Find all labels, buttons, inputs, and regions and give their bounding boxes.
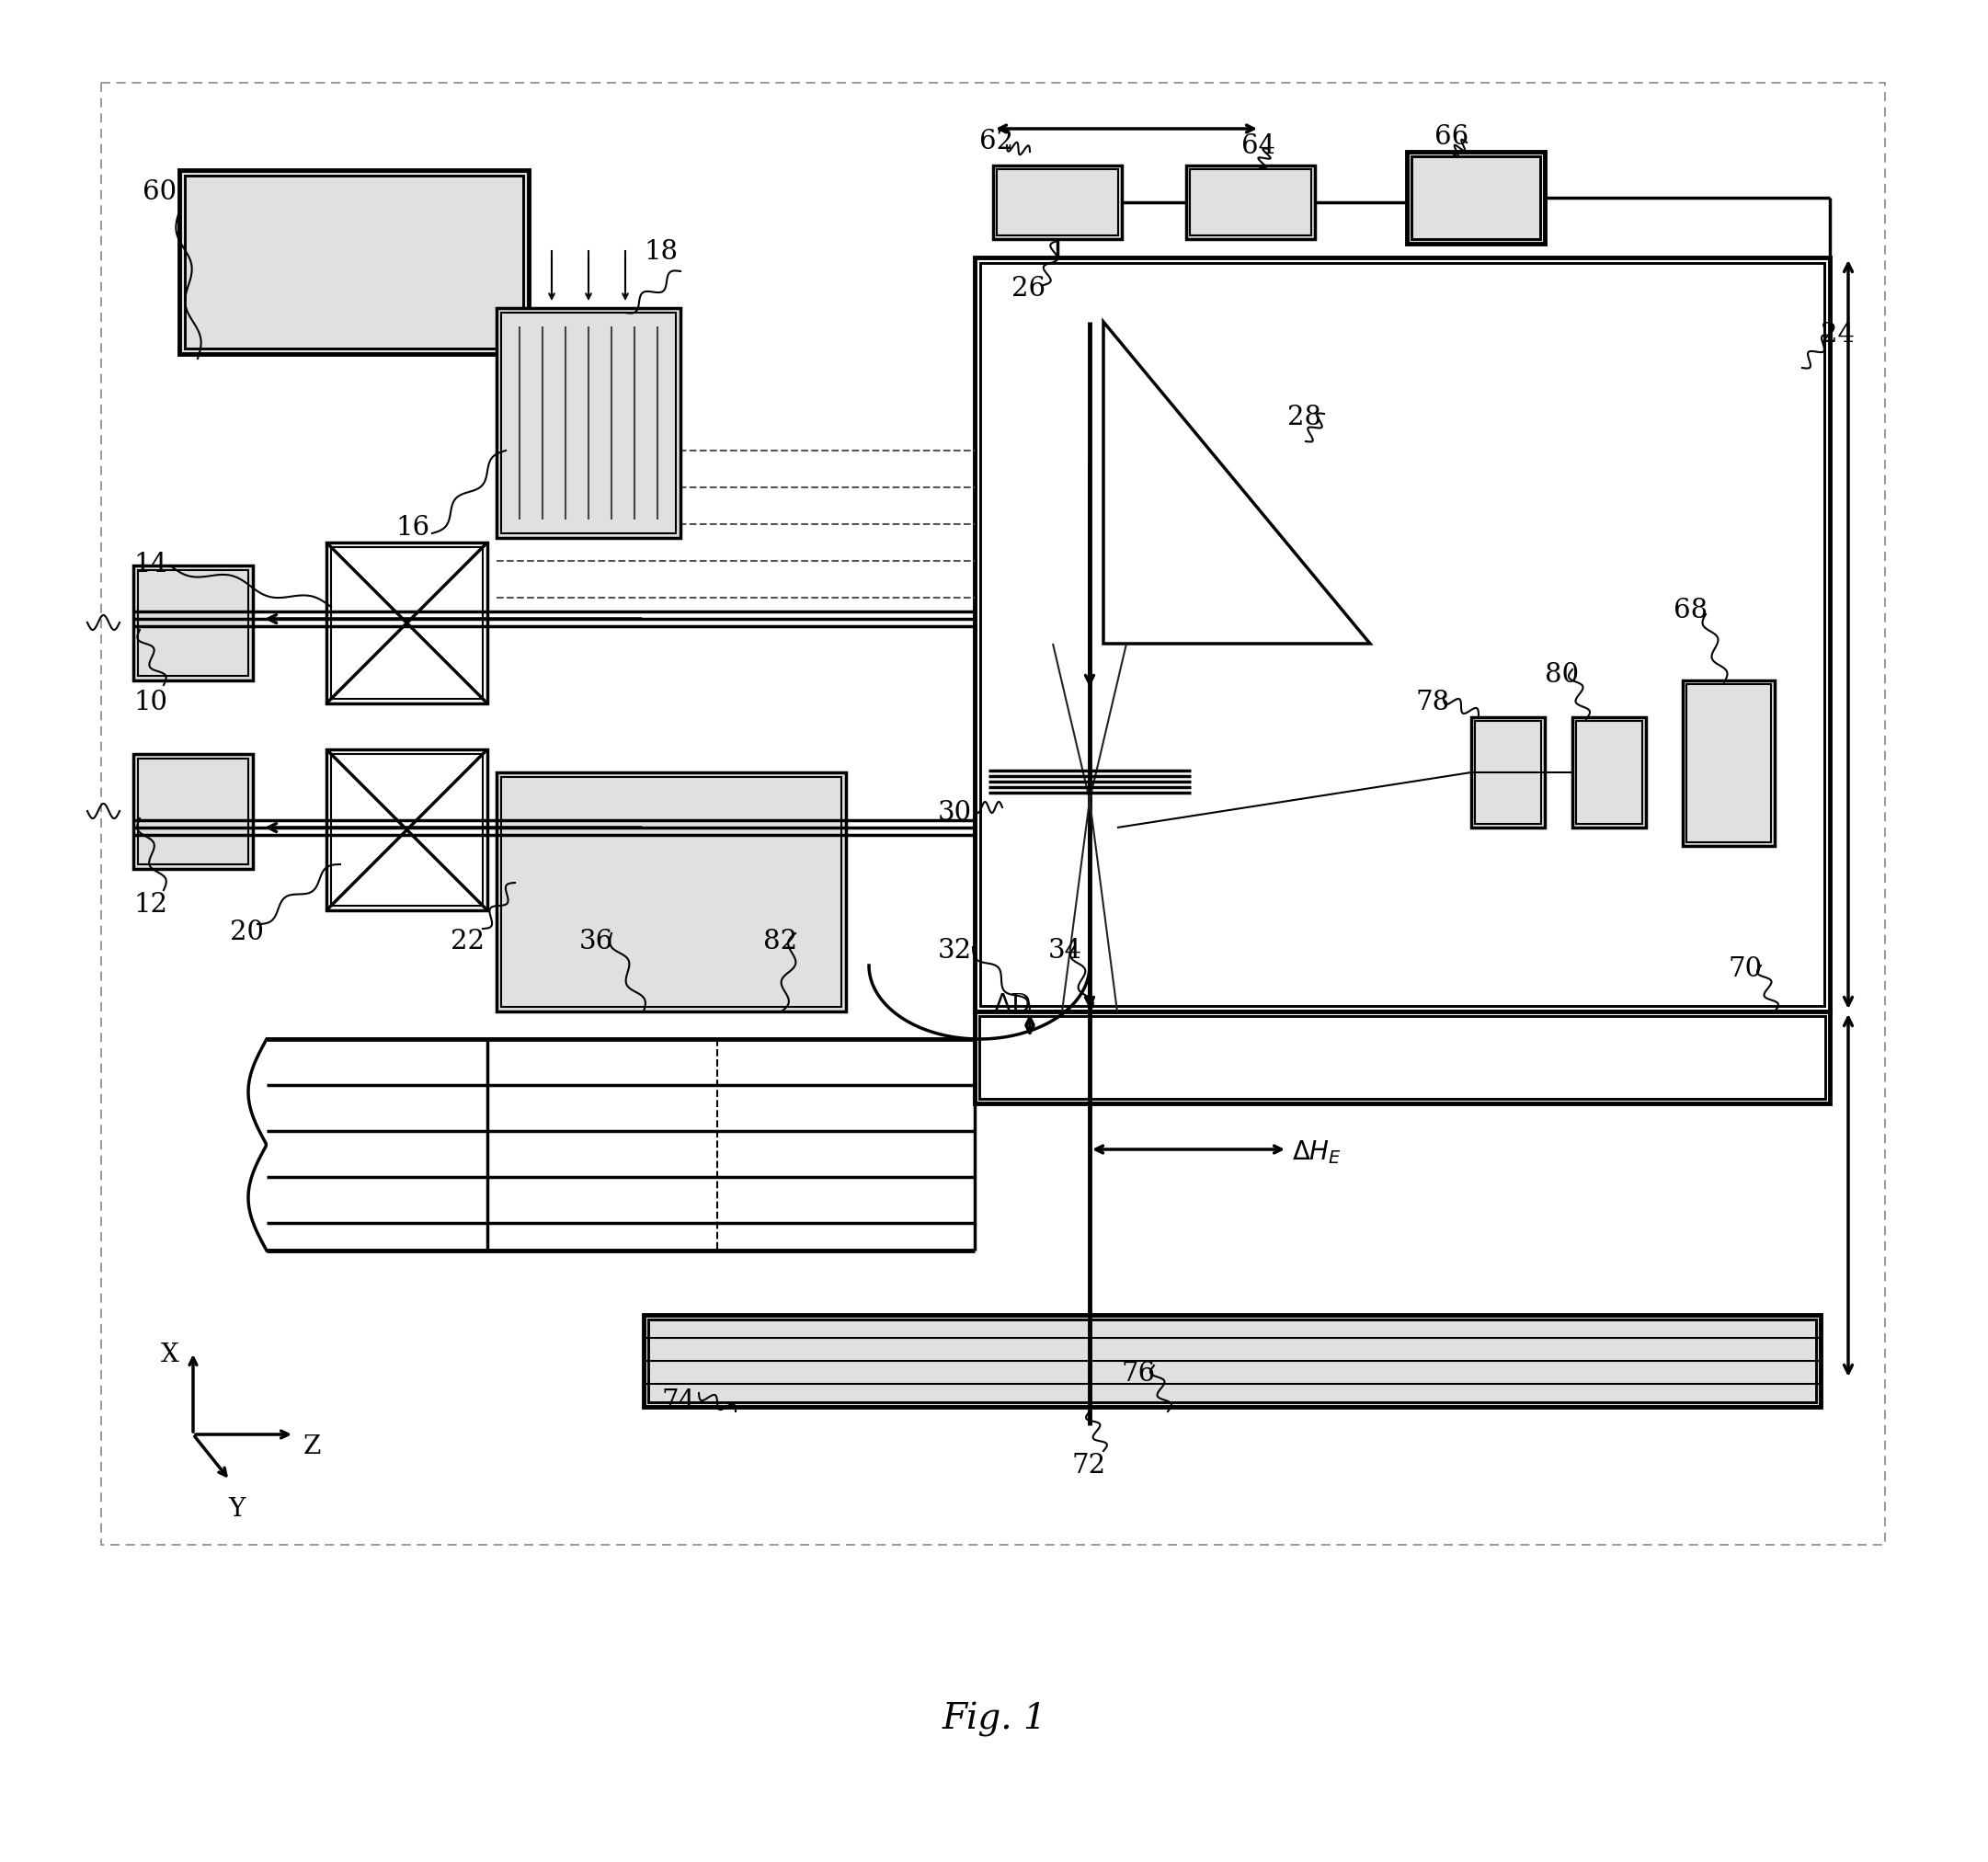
Text: 30: 30 [938,801,972,825]
Text: 34: 34 [1048,938,1081,965]
Bar [996,169,1117,235]
Text: 10: 10 [133,689,167,715]
Bar [185,175,523,348]
Text: 72: 72 [1072,1452,1105,1478]
Bar [1411,156,1541,238]
Bar [648,1320,1817,1402]
Bar [974,257,1829,1011]
Text: 36: 36 [579,929,614,955]
Bar [133,566,252,680]
Text: 76: 76 [1121,1361,1157,1387]
Bar [1682,680,1775,845]
Bar [1408,151,1545,244]
Bar [137,570,248,676]
Text: 78: 78 [1415,689,1451,715]
Bar [137,758,248,864]
Bar [1475,721,1541,823]
Text: 74: 74 [662,1389,696,1415]
Text: 14: 14 [133,551,167,577]
Bar [332,754,483,905]
Text: 80: 80 [1545,663,1578,687]
Text: 70: 70 [1730,957,1763,981]
Bar [501,313,676,533]
Text: 20: 20 [231,920,264,946]
Text: 24: 24 [1821,322,1855,348]
Bar [179,169,529,354]
Bar [1191,169,1312,235]
Text: Z: Z [304,1434,322,1460]
Bar [1471,717,1545,827]
Bar [326,749,487,911]
Bar [1686,683,1771,842]
Text: 68: 68 [1674,598,1708,624]
Text: Fig. 1: Fig. 1 [942,1702,1046,1737]
Text: 32: 32 [938,938,972,965]
Bar [326,542,487,704]
Text: 16: 16 [396,516,429,540]
Polygon shape [1103,322,1370,644]
Text: 12: 12 [133,892,167,918]
Text: 26: 26 [1012,276,1046,302]
Bar [497,307,680,538]
Bar [994,166,1121,238]
Text: 28: 28 [1288,404,1322,430]
Text: 60: 60 [143,179,177,205]
Text: $\Delta H_E$: $\Delta H_E$ [1292,1138,1342,1166]
Bar [497,773,847,1011]
Bar [133,754,252,870]
Bar [644,1315,1821,1408]
Bar [1573,717,1646,827]
Text: 66: 66 [1435,125,1469,149]
Text: 22: 22 [451,929,485,955]
Text: X: X [161,1343,179,1367]
Text: Y: Y [229,1497,245,1521]
Bar [332,547,483,698]
Text: $\Delta$D: $\Delta$D [994,992,1032,1019]
Bar [980,1017,1825,1099]
Bar [1576,721,1642,823]
Bar [1187,166,1314,238]
Bar [501,776,841,1007]
Bar [980,263,1825,1005]
Bar [101,82,1885,1545]
Text: 18: 18 [644,238,678,264]
Text: 82: 82 [763,929,797,955]
Text: 62: 62 [980,128,1014,155]
Bar [974,1011,1829,1104]
Text: 64: 64 [1241,134,1276,158]
